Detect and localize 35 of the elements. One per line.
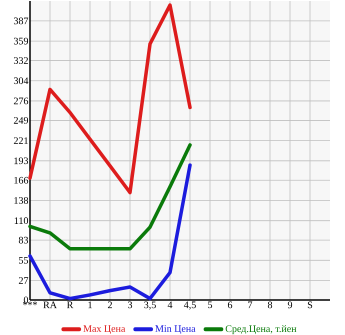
- x-tick-label: 4,5: [184, 302, 196, 310]
- x-tick-label: 2: [108, 302, 112, 308]
- x-tick-label: 6: [228, 302, 232, 308]
- x-tick-label: 1: [88, 302, 92, 308]
- x-tick-label: RA: [43, 302, 57, 308]
- x-tick-label: 3: [128, 302, 132, 308]
- y-tick-label: 83: [18, 236, 28, 244]
- y-tick-label: 221: [14, 137, 28, 144]
- y-tick-label: 0: [24, 296, 28, 304]
- legend-label: Max Цена: [83, 325, 126, 334]
- y-tick-label: 55: [19, 257, 28, 264]
- x-tick-label: S: [308, 302, 312, 308]
- x-tick-label: 8: [268, 302, 272, 308]
- x-tick-label: R: [66, 302, 74, 308]
- y-tick-label: 193: [14, 157, 28, 164]
- y-tick-label: 138: [14, 197, 28, 204]
- y-tick-label: 332: [14, 57, 28, 64]
- line-series: [28, 3, 192, 194]
- y-tick-label: 359: [14, 38, 28, 44]
- line-series: [28, 163, 192, 300]
- legend-label: Min Цена: [155, 325, 196, 334]
- x-tick-label: 4: [168, 302, 172, 308]
- legend-label: Сред.Цена, т.йен: [226, 325, 296, 334]
- y-tick-label: 387: [14, 18, 28, 24]
- y-tick-label: 304: [14, 77, 28, 84]
- x-tick-label: 3,5: [144, 302, 156, 310]
- x-tick-label: 9: [288, 302, 292, 308]
- x-tick-label: ***: [22, 302, 38, 306]
- x-tick-label: 5: [208, 302, 212, 308]
- y-tick-label: 110: [14, 217, 28, 224]
- y-tick-label: 276: [14, 98, 28, 104]
- x-tick-label: 7: [248, 302, 252, 308]
- y-tick-label: 249: [14, 117, 28, 124]
- y-tick-label: 166: [14, 176, 28, 184]
- y-tick-label: 27: [18, 277, 28, 284]
